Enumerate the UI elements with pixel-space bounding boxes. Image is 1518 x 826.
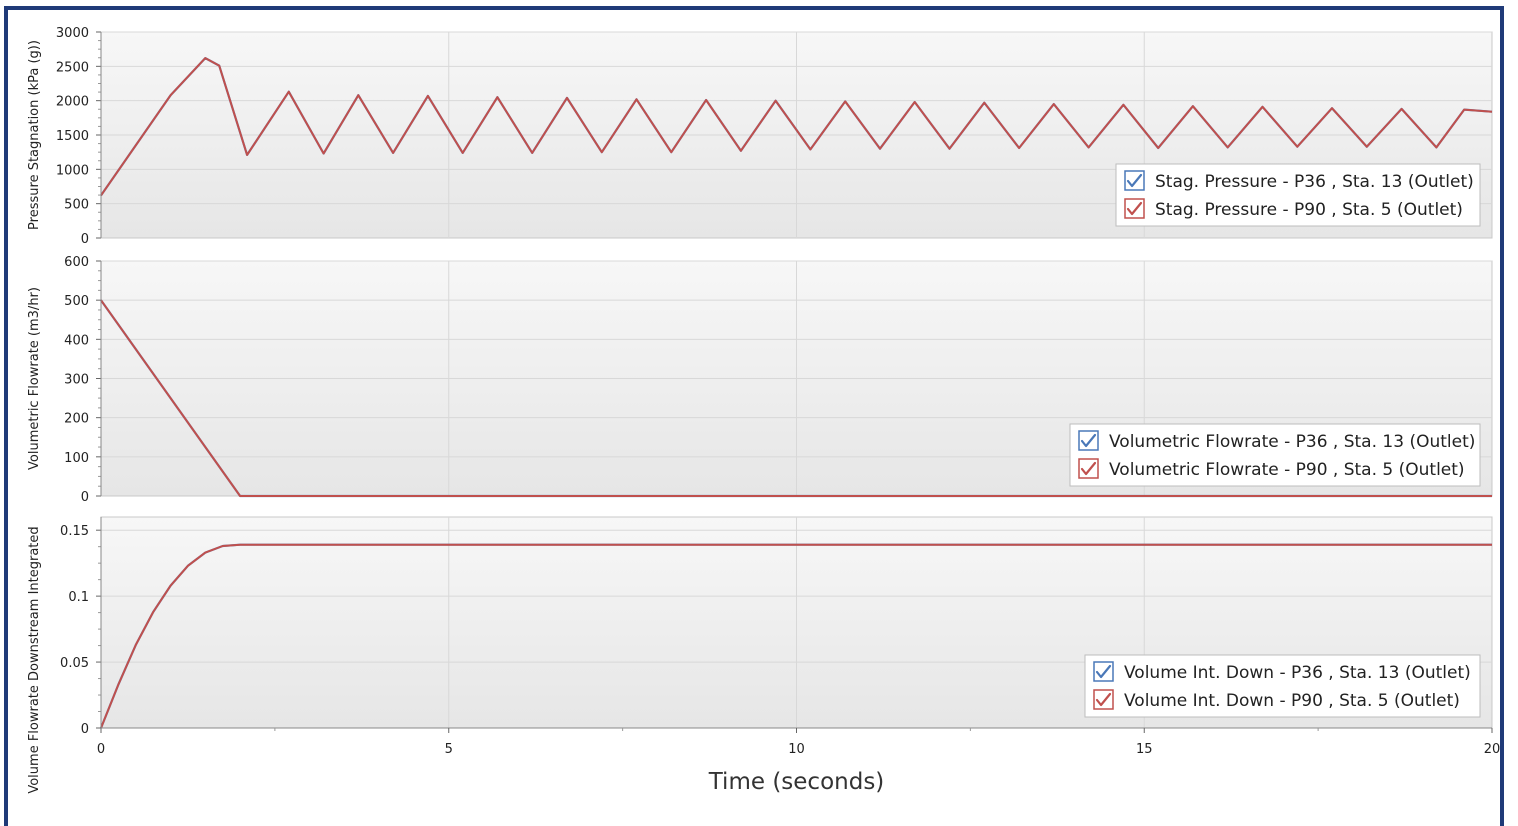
checkmark-icon xyxy=(1126,173,1143,188)
checkmark-icon xyxy=(1080,461,1097,476)
legend-checkbox-p36[interactable] xyxy=(1078,430,1099,451)
legend-checkbox-p90[interactable] xyxy=(1093,689,1114,710)
legend-checkbox-p36[interactable] xyxy=(1124,170,1145,191)
x-tick-label: 15 xyxy=(1136,742,1153,757)
y-tick-label: 0.05 xyxy=(60,656,89,671)
legend-label: Stag. Pressure - P90 , Sta. 5 (Outlet) xyxy=(1155,200,1463,220)
legend-checkbox-p36[interactable] xyxy=(1093,661,1114,682)
y-tick-label: 2500 xyxy=(56,60,89,75)
x-axis-label: Time (seconds) xyxy=(708,769,885,795)
y-tick-label: 0 xyxy=(81,490,89,505)
checkmark-icon xyxy=(1126,201,1143,216)
x-tick-label: 10 xyxy=(788,742,805,757)
series-line-p90 xyxy=(100,57,1493,196)
legend: Volume Int. Down - P36 , Sta. 13 (Outlet… xyxy=(1084,654,1481,718)
y-tick-label: 500 xyxy=(64,198,89,213)
y-tick-label: 0 xyxy=(81,722,89,737)
legend-checkbox-p90[interactable] xyxy=(1124,198,1145,219)
legend-label: Volumetric Flowrate - P36 , Sta. 13 (Out… xyxy=(1109,432,1475,452)
legend-box xyxy=(1069,423,1481,487)
y-tick-label: 400 xyxy=(64,333,89,348)
legend: Volumetric Flowrate - P36 , Sta. 13 (Out… xyxy=(1069,423,1481,487)
legend-label: Volume Int. Down - P36 , Sta. 13 (Outlet… xyxy=(1124,663,1471,683)
legend-box xyxy=(1115,163,1481,227)
x-tick-label: 0 xyxy=(97,742,105,757)
series-line-p90 xyxy=(100,543,1492,729)
y-tick-label: 0 xyxy=(81,232,89,247)
y-axis-label: Volumetric Flowrate (m3/hr) xyxy=(27,287,42,470)
series-line-p90 xyxy=(100,299,1492,497)
y-tick-label: 200 xyxy=(64,412,89,427)
y-tick-label: 0.15 xyxy=(60,524,89,539)
x-tick-label: 5 xyxy=(445,742,453,757)
legend-label: Volumetric Flowrate - P90 , Sta. 5 (Outl… xyxy=(1109,460,1465,480)
y-tick-label: 300 xyxy=(64,373,89,388)
checkmark-icon xyxy=(1095,692,1112,707)
y-axis-label: Volume Flowrate Downstream Integrated xyxy=(27,526,42,793)
y-axis-label: Pressure Stagnation (kPa (g)) xyxy=(27,40,42,230)
x-tick-label: 20 xyxy=(1484,742,1501,757)
y-tick-label: 1500 xyxy=(56,129,89,144)
y-tick-label: 600 xyxy=(64,255,89,270)
checkmark-icon xyxy=(1080,433,1097,448)
legend-label: Stag. Pressure - P36 , Sta. 13 (Outlet) xyxy=(1155,172,1474,192)
y-tick-label: 100 xyxy=(64,451,89,466)
legend-label: Volume Int. Down - P90 , Sta. 5 (Outlet) xyxy=(1124,691,1460,711)
legend: Stag. Pressure - P36 , Sta. 13 (Outlet) S… xyxy=(1115,163,1481,227)
checkmark-icon xyxy=(1095,664,1112,679)
y-tick-label: 500 xyxy=(64,294,89,309)
y-tick-label: 0.1 xyxy=(68,590,89,605)
y-tick-label: 3000 xyxy=(56,26,89,41)
legend-checkbox-p90[interactable] xyxy=(1078,458,1099,479)
y-tick-label: 2000 xyxy=(56,95,89,110)
legend-box xyxy=(1084,654,1481,718)
y-tick-label: 1000 xyxy=(56,163,89,178)
